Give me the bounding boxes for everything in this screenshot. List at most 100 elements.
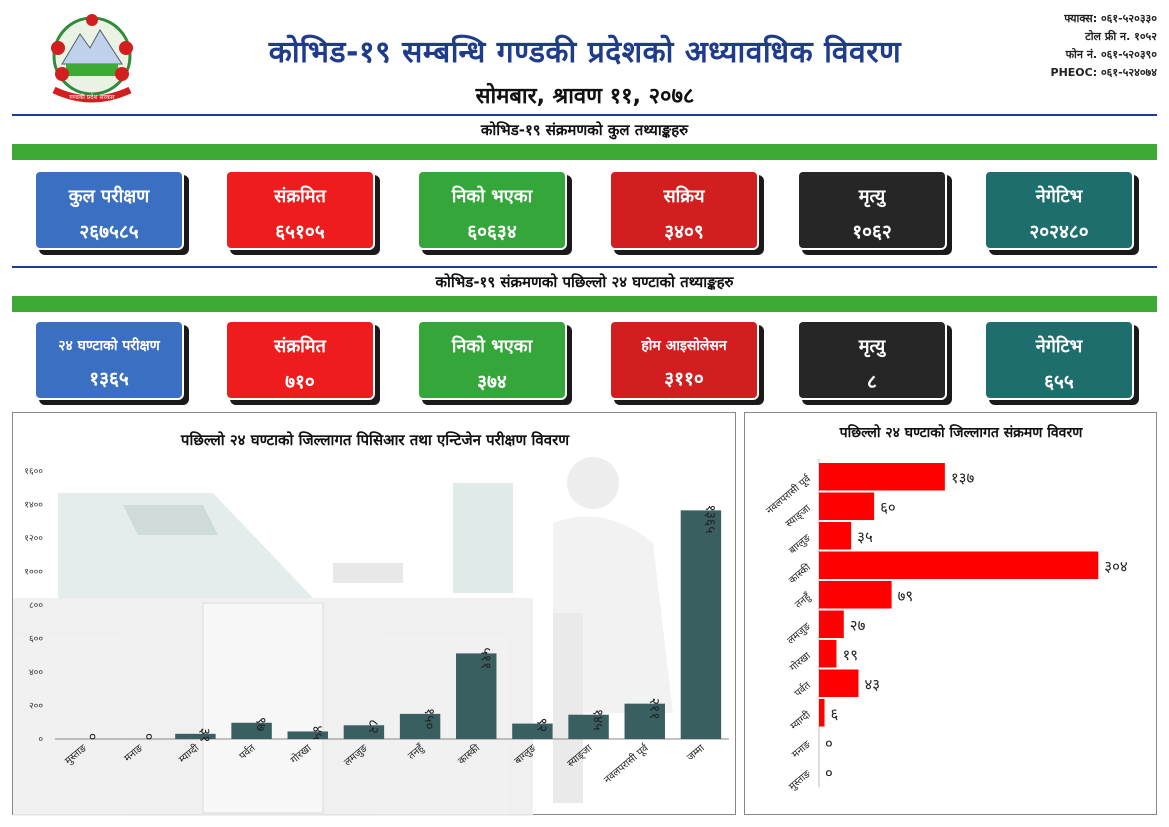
card-value: ६५५ <box>1044 371 1074 393</box>
bar <box>175 733 216 739</box>
card-24h-tests: २४ घण्टाको परीक्षण १३६५ <box>34 320 184 400</box>
phone-number: फोन नं. ०६१-५२०३९० <box>1065 48 1157 61</box>
pheoc-number: PHEOC: ०६१-५२४०७४ <box>1050 66 1157 79</box>
card-value: २६७५८५ <box>79 221 139 243</box>
bar-value-label: ५११ <box>477 647 493 669</box>
bar <box>680 510 722 739</box>
bar-value-label: २७ <box>850 616 866 634</box>
bar <box>819 551 1099 579</box>
card-value: १३६५ <box>89 368 129 390</box>
bar-value-label: १३६५ <box>702 504 718 533</box>
bar-value-label: ० <box>140 733 156 740</box>
card-label: निको भएका <box>451 186 533 207</box>
bar <box>456 653 497 739</box>
card-label: मृत्यु <box>858 186 886 207</box>
bar <box>231 722 272 739</box>
card-label: संक्रमित <box>274 186 326 207</box>
header-divider <box>12 114 1157 116</box>
x-tick-label: नवलपरासी पूर्व <box>602 741 652 786</box>
contact-info: फ्याक्स: ०६१-५२०३३० टोल फ्री न. १०५२ फोन… <box>997 10 1157 82</box>
y-tick-label: ८०० <box>29 601 43 611</box>
card-24h-infected: संक्रमित ७१० <box>225 320 375 400</box>
bar-value-label: ३१ <box>196 728 212 743</box>
lab-background-illustration <box>13 457 673 816</box>
y-tick-label: ४०० <box>29 668 43 678</box>
bar <box>343 725 385 739</box>
bar <box>819 522 852 550</box>
card-value: १०६२ <box>852 221 892 243</box>
bar <box>568 714 609 739</box>
bar-value-label: ८२ <box>365 719 381 734</box>
nepal-emblem-icon: गण्डकी प्रदेश सरकार <box>51 14 133 103</box>
card-value: ८ <box>867 371 877 393</box>
card-total-tests: कुल परीक्षण २६७५८५ <box>34 170 184 250</box>
y-tick-label: १००० <box>24 568 43 578</box>
bar-value-label: ६० <box>880 498 896 516</box>
total-section-title: कोभिड-१९ संक्रमणको कुल तथ्याङ्कहरु <box>480 121 689 139</box>
x-tick-label: जम्मा <box>685 743 707 764</box>
tests-chart-panel: पछिल्लो २४ घण्टाको जिल्लागत पिसिआर तथा ए… <box>12 412 736 816</box>
svg-text:गण्डकी प्रदेश सरकार: गण्डकी प्रदेश सरकार <box>69 93 115 101</box>
bar <box>819 669 859 697</box>
card-total-deaths: मृत्यु १०६२ <box>797 170 947 250</box>
bar-value-label: ९२ <box>533 718 549 733</box>
card-value: ६०६३४ <box>467 221 517 243</box>
card-value: २०२४८० <box>1029 221 1089 243</box>
bar-value-label: ६ <box>831 705 839 723</box>
card-label: संक्रमित <box>274 336 326 357</box>
y-tick-label: मनाङ <box>790 739 813 761</box>
bar-value-label: ७९ <box>898 587 914 605</box>
card-value: ३४०९ <box>664 221 704 243</box>
card-value: ६५१०५ <box>275 221 325 243</box>
card-label: नेगेटिभ <box>1035 186 1083 207</box>
y-tick-label: मुस्ताङ <box>787 768 813 793</box>
last24-section-title: कोभिड-१९ संक्रमणको पछिल्लो २४ घण्टाको तथ… <box>435 273 734 291</box>
y-tick-label: गोरखा <box>788 650 814 674</box>
card-value: ३११० <box>664 368 704 390</box>
y-tick-label: लमजुङ <box>786 621 814 647</box>
y-tick-label: ० <box>38 735 43 745</box>
card-value: ७१० <box>285 371 315 393</box>
bar <box>819 699 825 727</box>
bar-value-label: ४५ <box>309 725 325 740</box>
section-divider <box>12 266 1157 268</box>
district-tests-chart: पछिल्लो २४ घण्टाको जिल्लागत पिसिआर तथा ए… <box>13 431 729 816</box>
bar-value-label: ३०४ <box>1104 557 1128 575</box>
toll-free-number: टोल फ्री न. १०५२ <box>1085 30 1157 43</box>
bar <box>512 723 553 739</box>
report-date: सोमबार, श्रावण ११, २०७८ <box>475 84 695 109</box>
bar <box>819 610 844 638</box>
card-label: २४ घण्टाको परीक्षण <box>58 338 160 354</box>
y-tick-label: ६०० <box>29 635 43 645</box>
bar <box>819 640 837 668</box>
bar <box>819 492 875 520</box>
bar <box>287 731 328 739</box>
chart-title: पछिल्लो २४ घण्टाको जिल्लागत संक्रमण विवर… <box>839 424 1084 441</box>
bars: ० ० ३१ ९७ ४५ ८२ १५० ५११ ९२ १४५ २११ १३६५ <box>84 504 722 743</box>
bar-value-label: ९७ <box>253 717 269 732</box>
card-24h-home-isolation: होम आइसोलेसन ३११० <box>609 320 759 400</box>
bar-value-label: १३७ <box>951 469 975 487</box>
card-label: कुल परीक्षण <box>68 186 150 207</box>
bar-value-label: ० <box>825 734 833 752</box>
y-tick-label: म्याग्दी <box>788 709 813 733</box>
card-total-negative: नेगेटिभ २०२४८० <box>984 170 1134 250</box>
y-tick-label: १२०० <box>24 534 43 544</box>
bar <box>819 463 945 491</box>
y-tick-label: तनहुँ <box>793 590 815 611</box>
bar <box>399 713 441 739</box>
card-24h-deaths: मृत्यु ८ <box>797 320 947 400</box>
y-tick-label: पर्वत <box>792 679 813 699</box>
card-label: निको भएका <box>451 336 533 357</box>
y-tick-label: स्याङ्जा <box>784 503 813 530</box>
district-infections-chart: पछिल्लो २४ घण्टाको जिल्लागत संक्रमण विवर… <box>764 424 1128 793</box>
bar-value-label: ० <box>84 733 100 740</box>
y-tick-label: बाग्लुङ <box>787 532 813 556</box>
card-total-active: सक्रिय ३४०९ <box>609 170 759 250</box>
fax-number: फ्याक्स: ०६१-५२०३३० <box>1064 12 1157 25</box>
bar-value-label: २११ <box>646 698 662 720</box>
bar-value-label: ३५ <box>857 528 873 546</box>
card-label: नेगेटिभ <box>1035 336 1083 357</box>
card-value: ३७४ <box>477 371 507 393</box>
